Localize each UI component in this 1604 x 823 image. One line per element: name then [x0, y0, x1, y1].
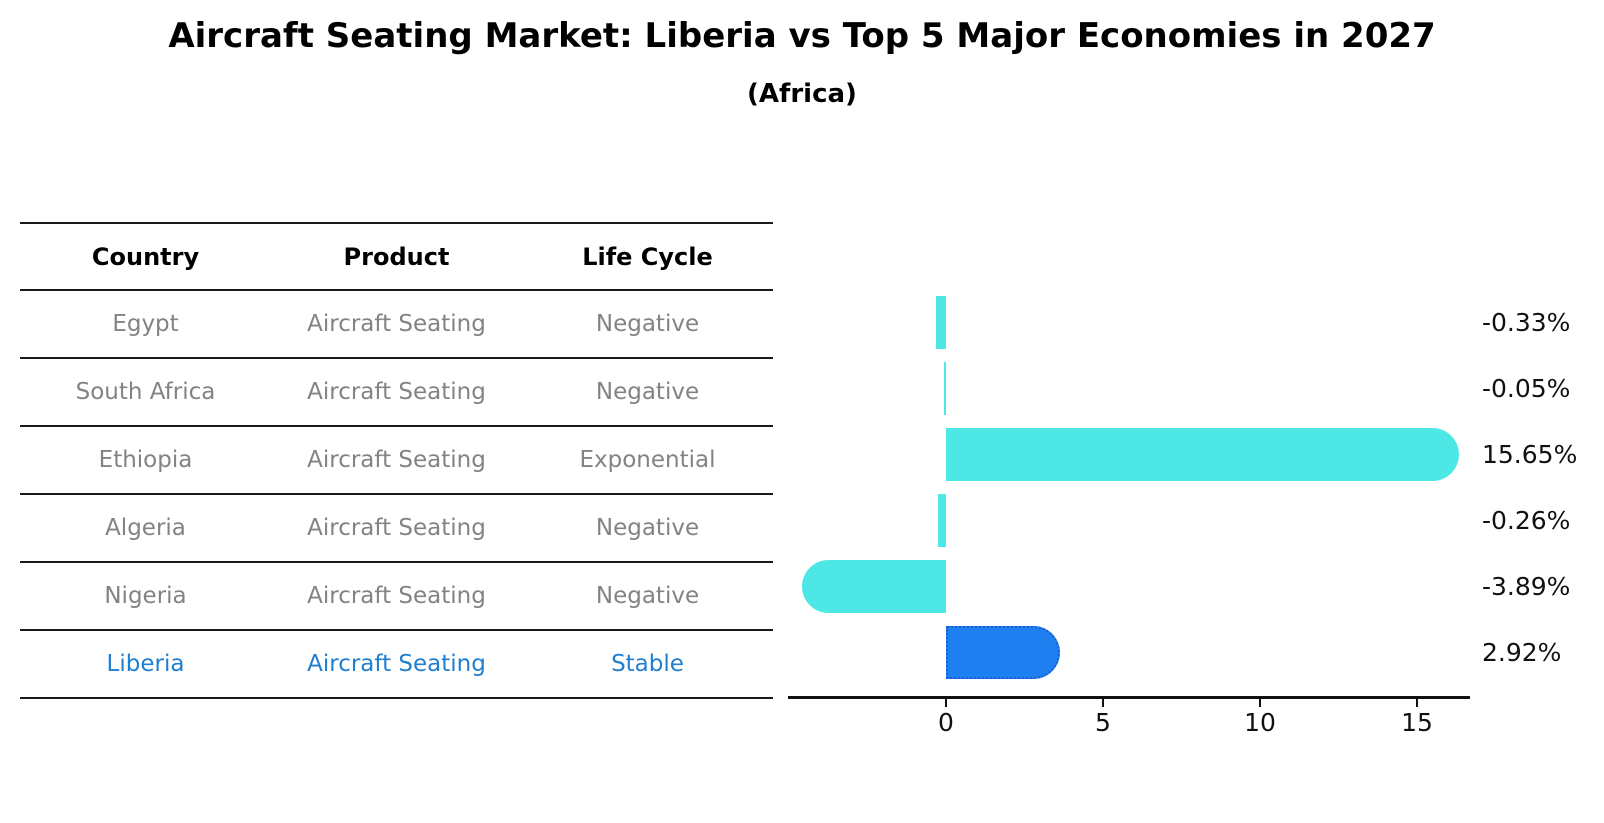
x-tick-label: 10 [1244, 708, 1276, 737]
bar-algeria [937, 494, 946, 547]
cell-life-cycle: Negative [595, 379, 700, 405]
cell-country: Liberia [106, 651, 185, 677]
x-tick-label: 5 [1095, 708, 1111, 737]
value-label: 15.65% [1482, 440, 1578, 469]
cell-country: Ethiopia [98, 447, 193, 473]
cell-product: Aircraft Seating [307, 311, 486, 337]
table-row: Nigeria Aircraft Seating Negative [20, 563, 773, 631]
table-row: South Africa Aircraft Seating Negative [20, 359, 773, 427]
table-row: Ethiopia Aircraft Seating Exponential [20, 427, 773, 495]
table-row: Liberia Aircraft Seating Stable [20, 631, 773, 697]
country-table: Country Product Life Cycle Egypt Aircraf… [20, 222, 773, 699]
value-label: -0.33% [1482, 308, 1571, 337]
header-life-cycle: Life Cycle [582, 242, 713, 271]
chart-title: Aircraft Seating Market: Liberia vs Top … [168, 16, 1436, 56]
cell-life-cycle: Stable [611, 651, 684, 677]
table-row: Egypt Aircraft Seating Negative [20, 291, 773, 359]
cell-country: South Africa [75, 379, 216, 405]
cell-product: Aircraft Seating [307, 379, 486, 405]
cell-country: Algeria [105, 515, 186, 541]
x-tick-mark [944, 698, 948, 707]
value-label: -0.26% [1482, 506, 1571, 535]
cell-product: Aircraft Seating [307, 515, 486, 541]
bar-south-africa [944, 362, 946, 415]
value-label: -3.89% [1482, 572, 1571, 601]
bar-ethiopia [946, 428, 1460, 481]
x-axis-line [788, 696, 1470, 699]
cell-product: Aircraft Seating [307, 651, 486, 677]
value-label: -0.05% [1482, 374, 1571, 403]
cell-life-cycle: Negative [595, 515, 700, 541]
table-body: Egypt Aircraft Seating Negative South Af… [20, 291, 773, 697]
bar-liberia [946, 626, 1060, 679]
bar-nigeria [801, 560, 946, 613]
cell-life-cycle: Negative [595, 311, 700, 337]
x-tick-label: 0 [938, 708, 954, 737]
header-country: Country [91, 242, 200, 271]
x-tick-mark [1101, 698, 1105, 707]
bar-egypt [935, 296, 946, 349]
cell-product: Aircraft Seating [307, 447, 486, 473]
cell-product: Aircraft Seating [307, 583, 486, 609]
table-header-row: Country Product Life Cycle [20, 224, 773, 291]
x-tick-mark [1415, 698, 1419, 707]
cell-country: Nigeria [104, 583, 187, 609]
cell-country: Egypt [112, 311, 179, 337]
table-row: Algeria Aircraft Seating Negative [20, 495, 773, 563]
x-tick-mark [1258, 698, 1262, 707]
chart-subtitle: (Africa) [747, 79, 857, 109]
cell-life-cycle: Exponential [579, 447, 716, 473]
x-tick-label: 15 [1401, 708, 1433, 737]
header-product: Product [343, 242, 450, 271]
cell-life-cycle: Negative [595, 583, 700, 609]
value-label: 2.92% [1482, 638, 1562, 667]
